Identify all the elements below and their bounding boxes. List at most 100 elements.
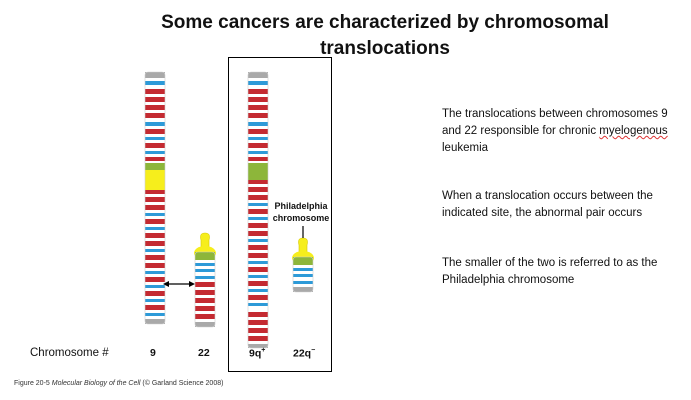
chromosome-band (248, 140, 268, 143)
chromosome-band (248, 184, 268, 187)
chromosome-outline (247, 71, 269, 349)
chromosome-band (145, 219, 165, 224)
chromosome-outline (144, 71, 166, 325)
chromosome-band (195, 306, 215, 311)
chromosome-band (248, 151, 268, 154)
chromosome-band (145, 134, 165, 137)
chromosome-band (248, 105, 268, 110)
chromosome-band (248, 325, 268, 328)
chromosome-band (248, 200, 268, 203)
satellite-knob (200, 232, 210, 250)
chromosome-band (293, 268, 313, 271)
chromosome-band (145, 241, 165, 246)
chromosome-band (195, 279, 215, 282)
chromosome-band (145, 161, 165, 163)
chromosome-band (248, 303, 268, 306)
chromosome-band (248, 309, 268, 312)
chromosome-band (248, 228, 268, 231)
chromosome-band (248, 253, 268, 258)
chromosome-band (145, 230, 165, 233)
chromosome-band (145, 210, 165, 213)
figure-credit: Figure 20-5 Molecular Biology of the Cel… (14, 380, 224, 387)
chromosome-band (145, 202, 165, 205)
chromosome-band (145, 78, 165, 81)
chromosome-band (195, 272, 215, 276)
chromosome-band (248, 122, 268, 126)
chromosome-band (248, 278, 268, 281)
chromosome-band (248, 72, 268, 78)
chromosome-outline (292, 256, 314, 293)
label-chr-22: 22 (198, 347, 210, 359)
chromosome-band (248, 170, 268, 180)
slide-title: Some cancers are characterized by chromo… (161, 12, 609, 59)
chromosome-band (293, 277, 313, 281)
chromosome-band (145, 122, 165, 126)
chromosome-band (248, 245, 268, 250)
chromosome-band (145, 148, 165, 151)
chromosome-band (145, 299, 165, 302)
chromosome-band (248, 217, 268, 220)
chromosome-band (145, 205, 165, 210)
chromosome-band (195, 290, 215, 295)
chromosome-band (248, 163, 268, 170)
chromosome-band (145, 197, 165, 202)
chromosome-band (145, 157, 165, 161)
chromosome-band (145, 94, 165, 97)
chromosome-band (248, 250, 268, 253)
chromosome-band (195, 252, 215, 260)
chromosome-22q-minus (292, 237, 314, 293)
philadelphia-label: Philadelphia chromosome (272, 201, 330, 223)
chromosome-band (195, 311, 215, 314)
chromosome-band (145, 313, 165, 316)
chromosome-band (248, 126, 268, 129)
chromosome-band (145, 126, 165, 129)
chromosome-band (248, 187, 268, 192)
chromosome-band (195, 322, 215, 327)
chromosome-band (248, 333, 268, 336)
chromosome-band (145, 137, 165, 140)
chromosome-band (145, 246, 165, 249)
chromosome-band (248, 195, 268, 200)
chromosome-band (248, 129, 268, 134)
chromosome-band (248, 102, 268, 105)
chromosome-band (293, 281, 313, 284)
chromosome-band (145, 277, 165, 282)
chromosome-band (145, 238, 165, 241)
chromosome-band (248, 223, 268, 228)
chromosome-band (248, 295, 268, 300)
chromosome-band (145, 305, 165, 310)
chromosome-band (195, 314, 215, 319)
chromosome-band (145, 113, 165, 118)
chromosome-band (248, 264, 268, 267)
chromosome-band (248, 97, 268, 102)
chromosome-band (248, 272, 268, 275)
chromosome-band (248, 344, 268, 348)
chromosome-band (145, 252, 165, 255)
chromosome-band (195, 260, 215, 263)
chromosome-band (248, 161, 268, 163)
chromosome-band (145, 216, 165, 219)
chromosome-band (293, 265, 313, 268)
chromosome-band (195, 266, 215, 269)
chromosome-band (145, 129, 165, 134)
chromosome-outline (194, 251, 216, 328)
chromosome-band (248, 286, 268, 289)
chromosome-band (195, 295, 215, 298)
chromosome-band (293, 271, 313, 274)
chromosome-band (248, 85, 268, 89)
chromosome-band (145, 81, 165, 85)
chromosome-band (248, 214, 268, 217)
chromosome-band (248, 267, 268, 272)
chromosome-9q-plus (247, 71, 269, 349)
chromosome-band (145, 190, 165, 194)
chromosome-band (248, 78, 268, 81)
chromosome-band (145, 249, 165, 252)
chromosome-band (195, 276, 215, 279)
chromosome-band (145, 302, 165, 305)
chromosome-band (145, 110, 165, 113)
chromosome-band (248, 320, 268, 325)
chromosome-band (248, 336, 268, 341)
chromosome-band (248, 110, 268, 113)
chromosome-band (145, 85, 165, 89)
chromosome-band (145, 268, 165, 271)
